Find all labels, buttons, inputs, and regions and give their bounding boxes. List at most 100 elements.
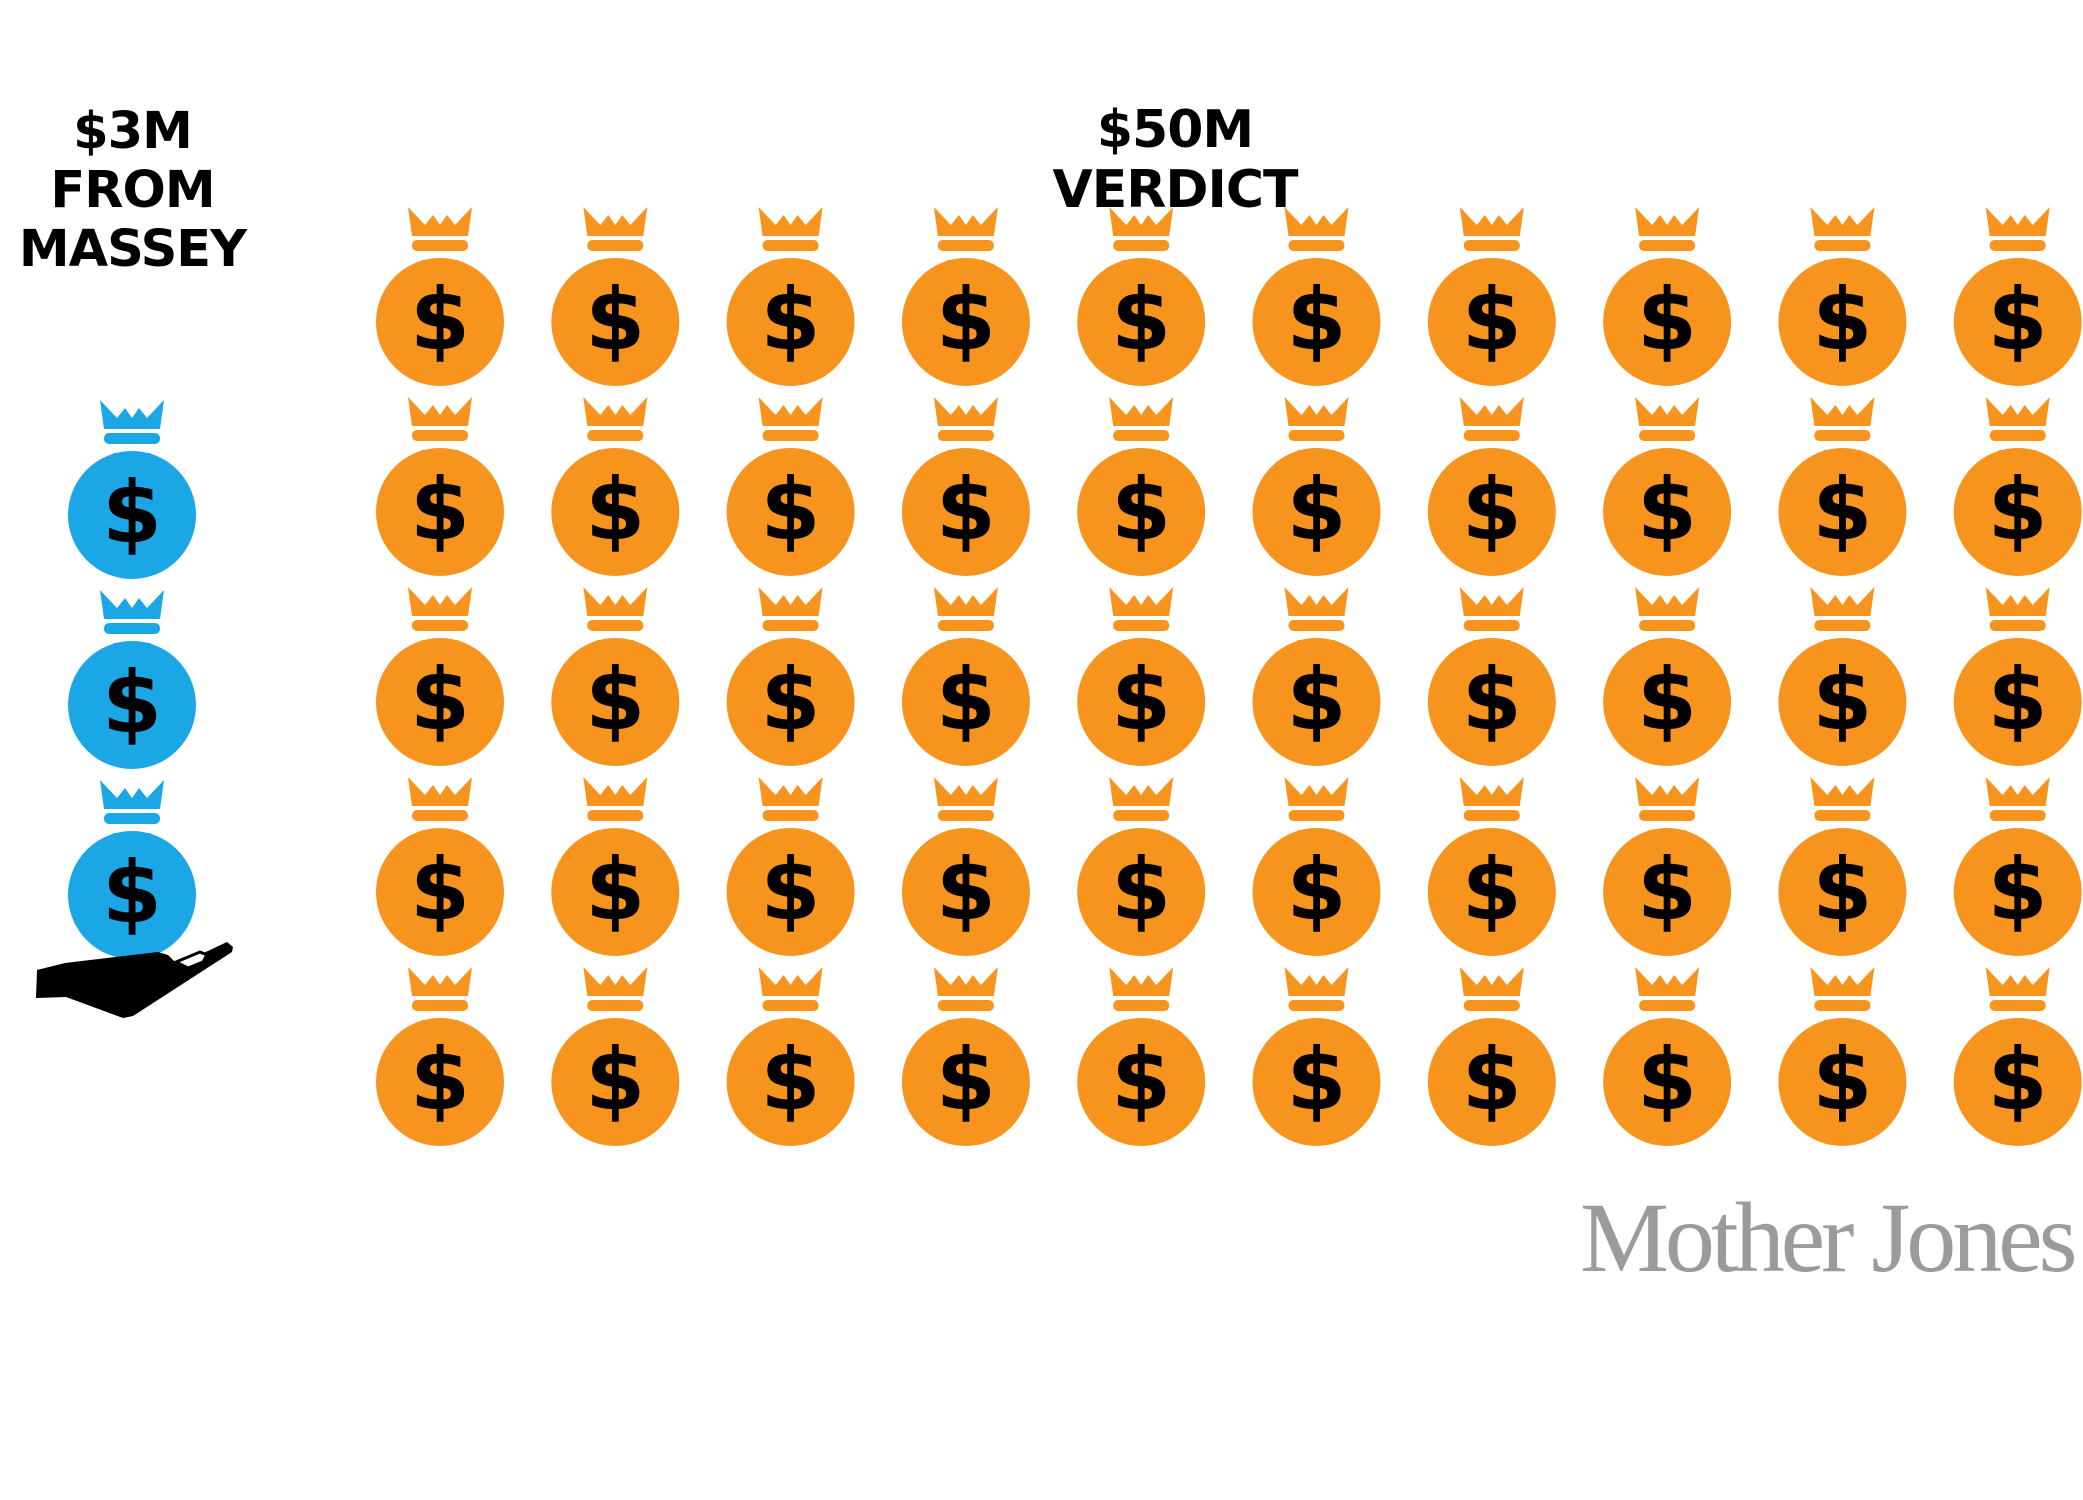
dollar-sign-icon: $ xyxy=(761,650,821,750)
dollar-sign-icon: $ xyxy=(936,650,996,750)
dollar-sign-icon: $ xyxy=(1812,840,1872,940)
dollar-sign-icon: $ xyxy=(1812,270,1872,370)
dollar-sign-icon: $ xyxy=(410,270,470,370)
verdict-money-bag-icon: $ xyxy=(1603,207,1732,386)
verdict-money-bag-icon: $ xyxy=(1077,967,1206,1146)
dollar-sign-icon: $ xyxy=(1637,270,1697,370)
verdict-money-bag-icon: $ xyxy=(376,207,504,386)
verdict-money-bag-icon: $ xyxy=(1953,207,2082,386)
dollar-sign-icon: $ xyxy=(1812,460,1872,560)
dollar-sign-icon: $ xyxy=(761,460,821,560)
mother-jones-logo: Mother Jones xyxy=(1580,1182,2078,1293)
massey-title-line-2: FROM xyxy=(50,161,215,220)
verdict-money-bag-icon: $ xyxy=(1778,967,1907,1146)
verdict-money-bag-icon: $ xyxy=(1252,207,1381,386)
dollar-sign-icon: $ xyxy=(1287,460,1347,560)
verdict-money-bag-icon: $ xyxy=(901,967,1030,1146)
dollar-sign-icon: $ xyxy=(1988,1030,2048,1130)
verdict-money-bag-icon: $ xyxy=(551,207,680,386)
dollar-sign-icon: $ xyxy=(585,650,645,750)
verdict-money-bag-icon: $ xyxy=(1778,207,1907,386)
verdict-money-bag-icon: $ xyxy=(1603,397,1732,576)
dollar-sign-icon: $ xyxy=(761,1030,821,1130)
dollar-sign-icon: $ xyxy=(585,840,645,940)
dollar-sign-icon: $ xyxy=(1462,650,1522,750)
verdict-money-bag-icon: $ xyxy=(376,587,504,766)
verdict-money-bag-icon: $ xyxy=(901,207,1030,386)
verdict-money-bag-icon: $ xyxy=(1427,397,1556,576)
verdict-money-bag-icon: $ xyxy=(726,207,855,386)
dollar-sign-icon: $ xyxy=(1287,650,1347,750)
dollar-sign-icon: $ xyxy=(761,840,821,940)
verdict-money-bag-icon: $ xyxy=(901,397,1030,576)
verdict-money-bag-icon: $ xyxy=(1953,777,2082,956)
verdict-money-bag-icon: $ xyxy=(726,967,855,1146)
verdict-money-bag-icon: $ xyxy=(1077,777,1206,956)
verdict-money-bag-icon: $ xyxy=(1252,777,1381,956)
dollar-sign-icon: $ xyxy=(585,1030,645,1130)
verdict-money-bag-icon: $ xyxy=(1077,397,1206,576)
dollar-sign-icon: $ xyxy=(1111,1030,1171,1130)
dollar-sign-icon: $ xyxy=(410,460,470,560)
dollar-sign-icon: $ xyxy=(102,653,162,753)
dollar-sign-icon: $ xyxy=(1462,840,1522,940)
verdict-money-bag-icon: $ xyxy=(376,777,504,956)
dollar-sign-icon: $ xyxy=(1111,270,1171,370)
dollar-sign-icon: $ xyxy=(1988,650,2048,750)
dollar-sign-icon: $ xyxy=(1462,1030,1522,1130)
verdict-money-bag-icon: $ xyxy=(1953,397,2082,576)
massey-money-bag-icon: $ xyxy=(68,400,196,579)
dollar-sign-icon: $ xyxy=(585,270,645,370)
verdict-money-bag-icon: $ xyxy=(1603,587,1732,766)
dollar-sign-icon: $ xyxy=(761,270,821,370)
verdict-money-bag-icon: $ xyxy=(1427,207,1556,386)
verdict-money-bag-icon: $ xyxy=(1427,967,1556,1146)
dollar-sign-icon: $ xyxy=(1462,460,1522,560)
verdict-money-bag-icon: $ xyxy=(1252,967,1381,1146)
dollar-sign-icon: $ xyxy=(1287,270,1347,370)
verdict-money-bag-icon: $ xyxy=(1778,397,1907,576)
dollar-sign-icon: $ xyxy=(1287,840,1347,940)
massey-title: $3M FROM MASSEY xyxy=(0,102,265,279)
massey-title-line-1: $3M xyxy=(73,102,193,161)
dollar-sign-icon: $ xyxy=(102,843,162,943)
dollar-sign-icon: $ xyxy=(1637,1030,1697,1130)
verdict-money-bag-icon: $ xyxy=(726,777,855,956)
dollar-sign-icon: $ xyxy=(1637,840,1697,940)
dollar-sign-icon: $ xyxy=(936,840,996,940)
verdict-money-bag-icon: $ xyxy=(726,397,855,576)
dollar-sign-icon: $ xyxy=(1988,460,2048,560)
verdict-money-bag-icon: $ xyxy=(1427,587,1556,766)
verdict-title: $50M VERDICT xyxy=(1052,100,1299,220)
dollar-sign-icon: $ xyxy=(1287,1030,1347,1130)
verdict-money-bag-icon: $ xyxy=(1778,777,1907,956)
verdict-money-bag-icon: $ xyxy=(551,967,680,1146)
dollar-sign-icon: $ xyxy=(1988,840,2048,940)
dollar-sign-icon: $ xyxy=(1111,460,1171,560)
verdict-money-bag-icon: $ xyxy=(551,587,680,766)
verdict-money-bag-icon: $ xyxy=(551,397,680,576)
verdict-money-bag-icon: $ xyxy=(1778,587,1907,766)
dollar-sign-icon: $ xyxy=(410,1030,470,1130)
verdict-money-bag-icon: $ xyxy=(1953,587,2082,766)
verdict-money-bag-icon: $ xyxy=(1252,587,1381,766)
money-bag-grid: $ $ $ $ $ $ $ $ $ $ $ $ $ $ $ $ $ $ $ $ $ $ $ $ $ $ $ $ $ $ $ $ $ $ $ $ $ $ $ $… xyxy=(68,207,2082,1146)
dollar-sign-icon: $ xyxy=(1637,460,1697,560)
verdict-money-bag-icon: $ xyxy=(901,587,1030,766)
dollar-sign-icon: $ xyxy=(1988,270,2048,370)
verdict-money-bag-icon: $ xyxy=(376,397,504,576)
dollar-sign-icon: $ xyxy=(410,840,470,940)
massey-money-bag-icon: $ xyxy=(68,590,196,769)
dollar-sign-icon: $ xyxy=(102,463,162,563)
dollar-sign-icon: $ xyxy=(1812,1030,1872,1130)
dollar-sign-icon: $ xyxy=(585,460,645,560)
dollar-sign-icon: $ xyxy=(936,1030,996,1130)
verdict-money-bag-icon: $ xyxy=(1603,967,1732,1146)
verdict-money-bag-icon: $ xyxy=(1427,777,1556,956)
verdict-money-bag-icon: $ xyxy=(1252,397,1381,576)
verdict-money-bag-icon: $ xyxy=(1603,777,1732,956)
dollar-sign-icon: $ xyxy=(1812,650,1872,750)
verdict-money-bag-icon: $ xyxy=(901,777,1030,956)
verdict-money-bag-icon: $ xyxy=(376,967,504,1146)
